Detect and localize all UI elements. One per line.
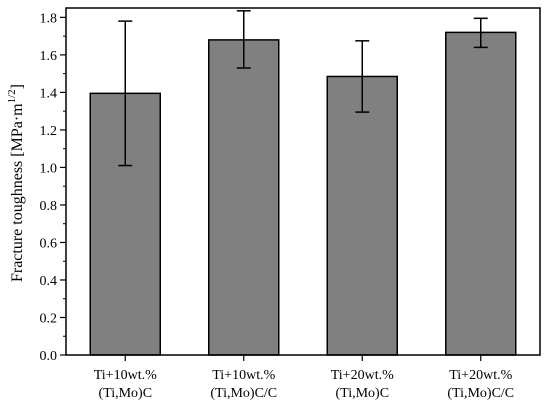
x-tick-label-3-line-2: (Ti,Mo)C <box>335 386 389 401</box>
axes-layer <box>60 7 541 361</box>
y-tick-label-0.2: 0.2 <box>40 311 58 326</box>
bars-layer <box>89 31 517 356</box>
y-tick-label-0.0: 0.0 <box>40 349 58 364</box>
y-tick-label-1.8: 1.8 <box>40 11 58 26</box>
y-tick-label-0.6: 0.6 <box>40 236 58 251</box>
y-tick-label-0.8: 0.8 <box>40 199 58 214</box>
y-tick-label-1.0: 1.0 <box>40 161 58 176</box>
x-tick-label-1-line-1: Ti+10wt.% <box>94 368 157 383</box>
x-tick-label-3-line-1: Ti+20wt.% <box>331 368 394 383</box>
x-tick-label-4-line-2: (Ti,Mo)C/C <box>447 386 514 401</box>
plot-frame <box>65 7 541 356</box>
y-tick-label-0.4: 0.4 <box>40 274 58 289</box>
error-bars-layer <box>118 10 488 167</box>
bar-3 <box>326 75 398 356</box>
y-axis-title: Fracture toughness [MPa·m1/2] <box>6 84 26 282</box>
x-tick-label-2-line-2: (Ti,Mo)C/C <box>210 386 277 401</box>
y-tick-label-1.6: 1.6 <box>40 49 58 64</box>
y-tick-label-1.4: 1.4 <box>40 86 58 101</box>
y-tick-label-1.2: 1.2 <box>40 124 58 139</box>
x-tick-label-4-line-1: Ti+20wt.% <box>449 368 512 383</box>
x-tick-label-1-line-2: (Ti,Mo)C <box>98 386 152 401</box>
bar-4 <box>445 31 517 356</box>
x-tick-label-2-line-1: Ti+10wt.% <box>212 368 275 383</box>
labels-layer: Ti+10wt.% (Ti,Mo)C Ti+10wt.% (Ti,Mo)C/C Ti+2… <box>40 11 515 401</box>
bar-2 <box>208 39 280 356</box>
